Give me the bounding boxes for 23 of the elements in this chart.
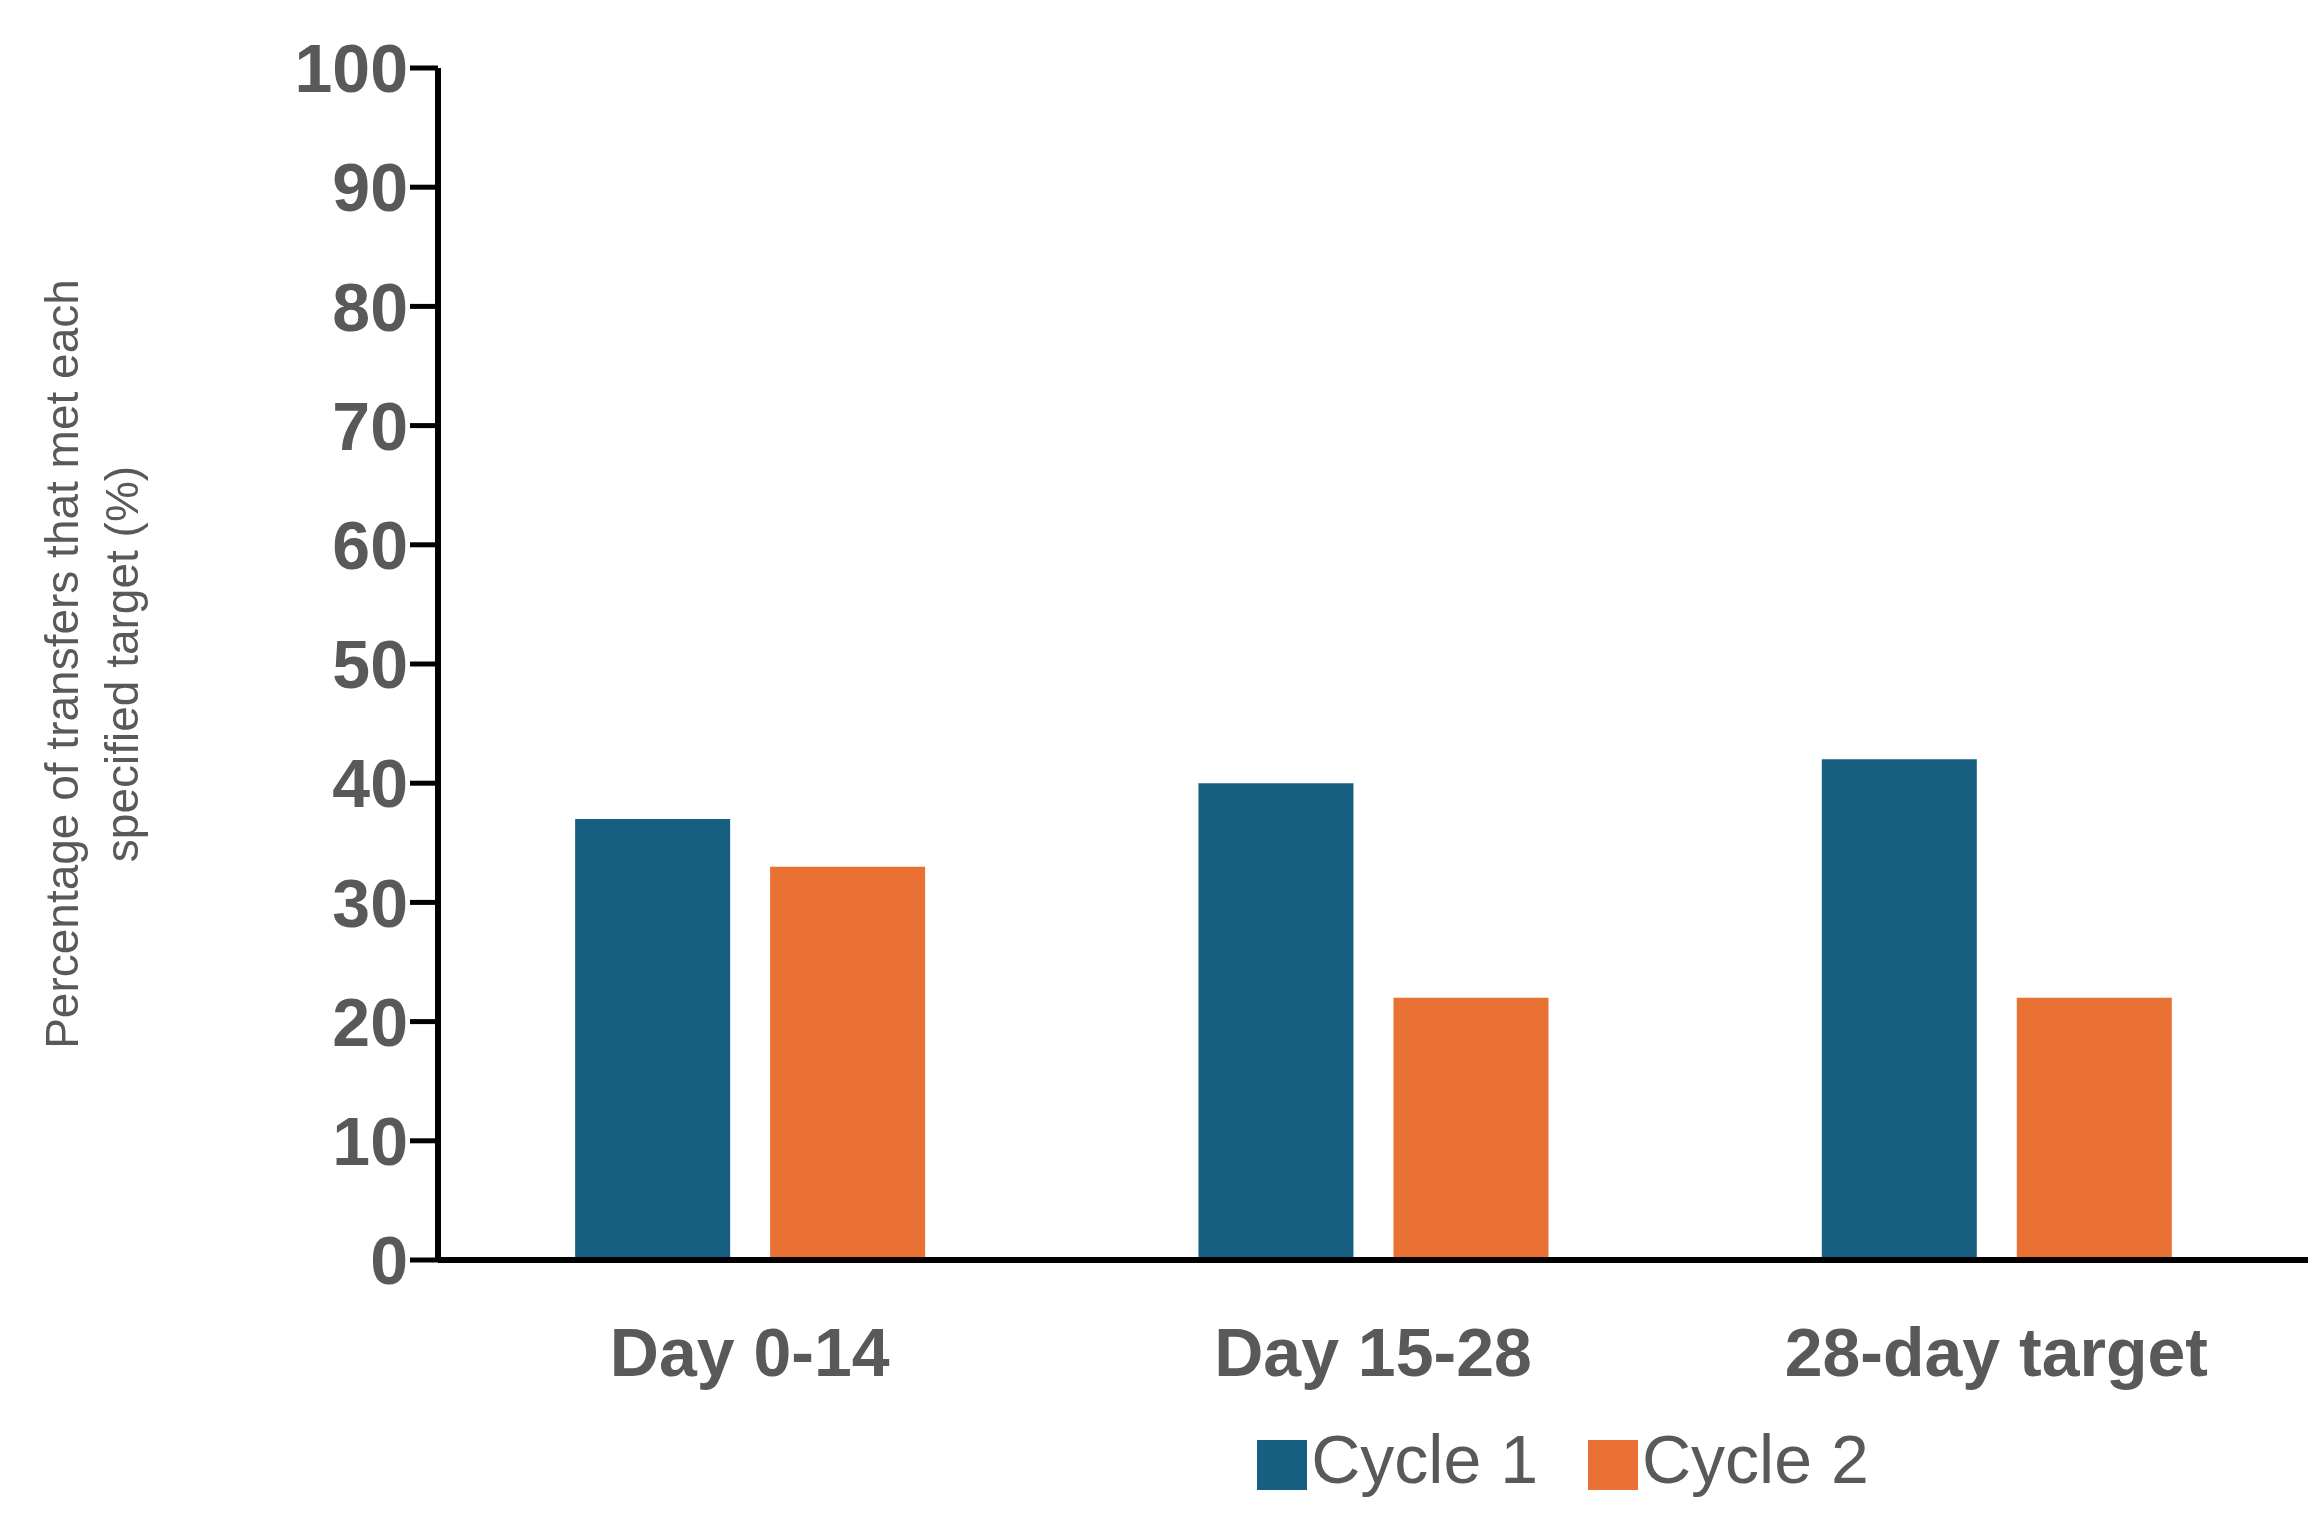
y-tick-label: 40 — [332, 745, 408, 822]
legend-label: Cycle 2 — [1642, 1421, 1869, 1497]
y-tick-label: 50 — [332, 626, 408, 703]
bar — [1393, 997, 1549, 1260]
y-tick-label: 0 — [370, 1222, 408, 1299]
y-tick-label: 30 — [332, 864, 408, 941]
y-tick-label: 80 — [332, 268, 408, 345]
bar — [1821, 759, 1977, 1260]
y-tick-label: 10 — [332, 1102, 408, 1179]
x-tick-label: Day 15-28 — [1214, 1314, 1532, 1391]
y-tick-label: 60 — [332, 506, 408, 583]
bar — [1198, 783, 1354, 1260]
bar — [770, 866, 926, 1260]
bar — [575, 818, 731, 1260]
y-axis-title: Percentage of transfers that met each specified target (%) — [36, 279, 148, 1049]
y-tick-label: 20 — [332, 983, 408, 1060]
x-tick-label: 28-day target — [1784, 1314, 2208, 1391]
legend-label: Cycle 1 — [1311, 1421, 1538, 1497]
y-tick-label: 70 — [332, 387, 408, 464]
bar — [2016, 997, 2172, 1260]
y-tick-label: 100 — [294, 30, 408, 107]
y-tick-label: 90 — [332, 149, 408, 226]
x-tick-label: Day 0-14 — [609, 1314, 890, 1391]
